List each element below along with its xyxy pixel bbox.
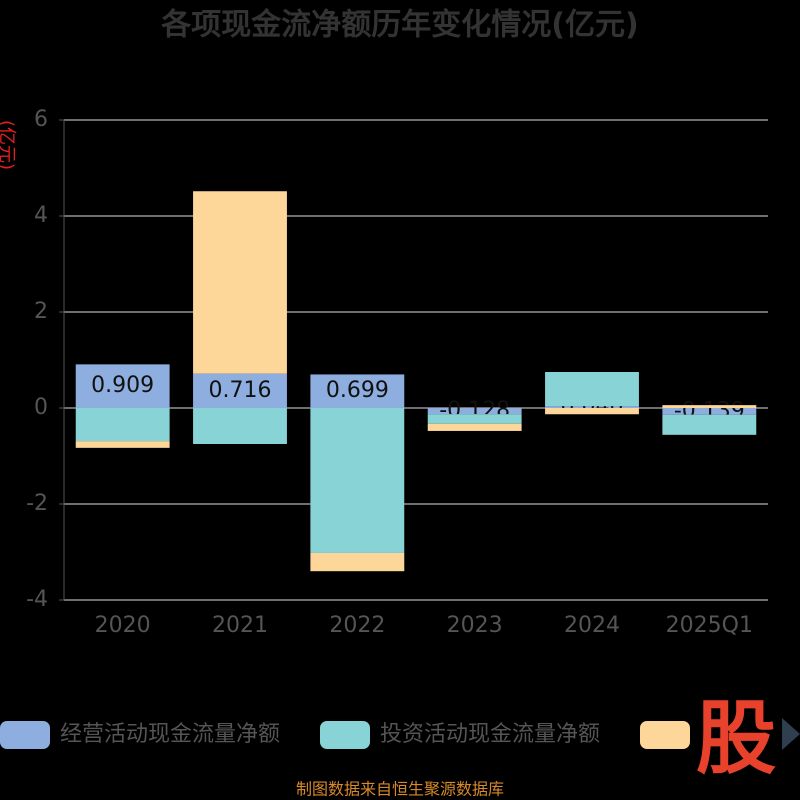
x-tick-label: 2022: [329, 613, 385, 638]
y-tick-label: 0: [34, 395, 48, 420]
bar: [75, 364, 170, 408]
bar: [545, 372, 639, 407]
chart-title: 各项现金流净额历年变化情况(亿元): [160, 8, 638, 43]
data-label: 0.716: [209, 378, 272, 403]
data-label: 0.909: [91, 373, 154, 398]
bar: [310, 408, 405, 553]
legend-label: 投资活动现金流量净额: [380, 722, 600, 747]
bar: [193, 373, 287, 408]
legend-arrow[interactable]: [782, 718, 800, 750]
bar: [75, 441, 170, 448]
bar: [427, 414, 522, 424]
x-tick-label: 2024: [564, 613, 620, 638]
legend-label: 经营活动现金流量净额: [60, 722, 280, 747]
x-tick-label: 2025Q1: [666, 613, 753, 638]
bar: [662, 414, 757, 435]
y-tick-label: 6: [34, 107, 48, 132]
bar: [427, 408, 522, 415]
x-tick-label: 2020: [95, 613, 151, 638]
y-tick-label: -4: [26, 587, 48, 612]
bar: [193, 191, 287, 374]
legend-swatch: [320, 721, 370, 749]
data-label: 0.699: [326, 378, 389, 403]
bar: [545, 408, 639, 415]
legend-swatch: [0, 721, 50, 749]
bar: [193, 408, 287, 444]
bar: [545, 406, 639, 408]
y-tick-label: -2: [26, 491, 48, 516]
x-tick-label: 2023: [447, 613, 503, 638]
y-axis-label: (亿元): [0, 120, 17, 170]
logo: 股: [696, 692, 776, 785]
x-tick-label: 2021: [212, 613, 268, 638]
bar: [662, 408, 757, 415]
y-tick-label: 2: [34, 299, 48, 324]
bar: [310, 374, 405, 408]
bar: [75, 408, 170, 442]
bar: [310, 552, 405, 572]
y-tick-label: 4: [34, 203, 48, 228]
legend-swatch: [640, 721, 690, 749]
bar: [427, 423, 522, 431]
source-note: 制图数据来自恒生聚源数据库: [296, 780, 504, 799]
bar: [662, 405, 757, 408]
